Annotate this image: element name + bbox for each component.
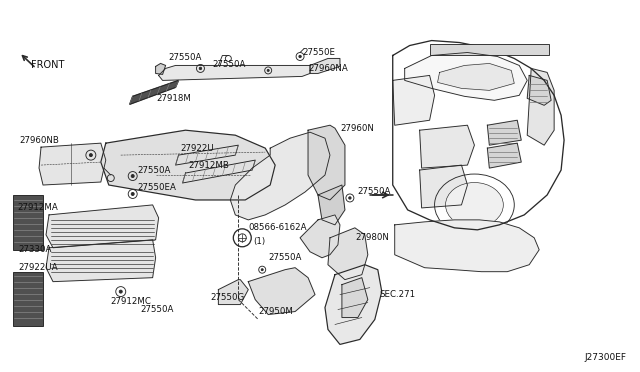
- Text: 27950M: 27950M: [258, 307, 293, 316]
- Polygon shape: [325, 265, 382, 344]
- Text: J27300EF: J27300EF: [585, 353, 627, 362]
- Text: 27550A: 27550A: [212, 60, 246, 69]
- Polygon shape: [404, 52, 527, 100]
- Bar: [429, 44, 549, 55]
- Text: 27912MB: 27912MB: [189, 161, 229, 170]
- Text: 27912MA: 27912MA: [17, 203, 58, 212]
- Text: (1): (1): [253, 237, 266, 246]
- Text: 27980N: 27980N: [355, 233, 388, 242]
- Text: 27550G: 27550G: [211, 293, 244, 302]
- Polygon shape: [308, 125, 345, 200]
- Polygon shape: [393, 76, 435, 125]
- Polygon shape: [130, 80, 179, 104]
- Text: 27960NA: 27960NA: [308, 64, 348, 73]
- Polygon shape: [310, 58, 340, 73]
- Text: 27960N: 27960N: [340, 124, 374, 133]
- Polygon shape: [420, 125, 474, 168]
- Polygon shape: [46, 205, 159, 248]
- Bar: [13, 272, 43, 327]
- Bar: [13, 195, 43, 250]
- Text: FRONT: FRONT: [31, 61, 65, 70]
- Circle shape: [267, 70, 269, 71]
- Ellipse shape: [445, 183, 503, 227]
- Polygon shape: [175, 145, 238, 165]
- Text: 27550A: 27550A: [358, 187, 391, 196]
- Text: SEC.271: SEC.271: [380, 290, 416, 299]
- Circle shape: [131, 192, 134, 195]
- Polygon shape: [159, 65, 310, 80]
- Polygon shape: [488, 143, 521, 168]
- Circle shape: [119, 290, 122, 293]
- Polygon shape: [230, 132, 330, 220]
- Polygon shape: [218, 280, 248, 305]
- Polygon shape: [156, 64, 166, 74]
- Polygon shape: [248, 268, 315, 314]
- Text: 27550EA: 27550EA: [138, 183, 177, 192]
- Polygon shape: [527, 76, 551, 105]
- Polygon shape: [420, 165, 467, 208]
- Text: 27922UA: 27922UA: [18, 263, 58, 272]
- Polygon shape: [182, 160, 255, 183]
- Polygon shape: [101, 130, 275, 200]
- Circle shape: [261, 269, 263, 271]
- Text: 27912MC: 27912MC: [111, 297, 152, 306]
- Polygon shape: [527, 68, 554, 145]
- Text: 27922U: 27922U: [180, 144, 214, 153]
- Polygon shape: [318, 185, 345, 225]
- Text: 27550A: 27550A: [268, 253, 301, 262]
- Text: 27960NB: 27960NB: [19, 136, 59, 145]
- Text: 08566-6162A: 08566-6162A: [248, 223, 307, 232]
- Circle shape: [349, 197, 351, 199]
- Polygon shape: [342, 278, 368, 318]
- Text: 27330A: 27330A: [18, 245, 51, 254]
- Circle shape: [131, 174, 134, 177]
- Text: 27550A: 27550A: [168, 53, 202, 62]
- Circle shape: [199, 67, 202, 70]
- Polygon shape: [39, 143, 106, 185]
- Circle shape: [299, 55, 301, 58]
- Polygon shape: [395, 220, 539, 272]
- Text: 27550E: 27550E: [302, 48, 335, 57]
- Text: 27550A: 27550A: [141, 305, 174, 314]
- Polygon shape: [300, 215, 340, 258]
- Circle shape: [90, 154, 92, 157]
- Polygon shape: [46, 240, 156, 282]
- Polygon shape: [488, 120, 521, 145]
- Polygon shape: [328, 228, 368, 280]
- Text: 27918M: 27918M: [157, 94, 191, 103]
- Text: 27550A: 27550A: [138, 166, 171, 174]
- Polygon shape: [438, 64, 515, 90]
